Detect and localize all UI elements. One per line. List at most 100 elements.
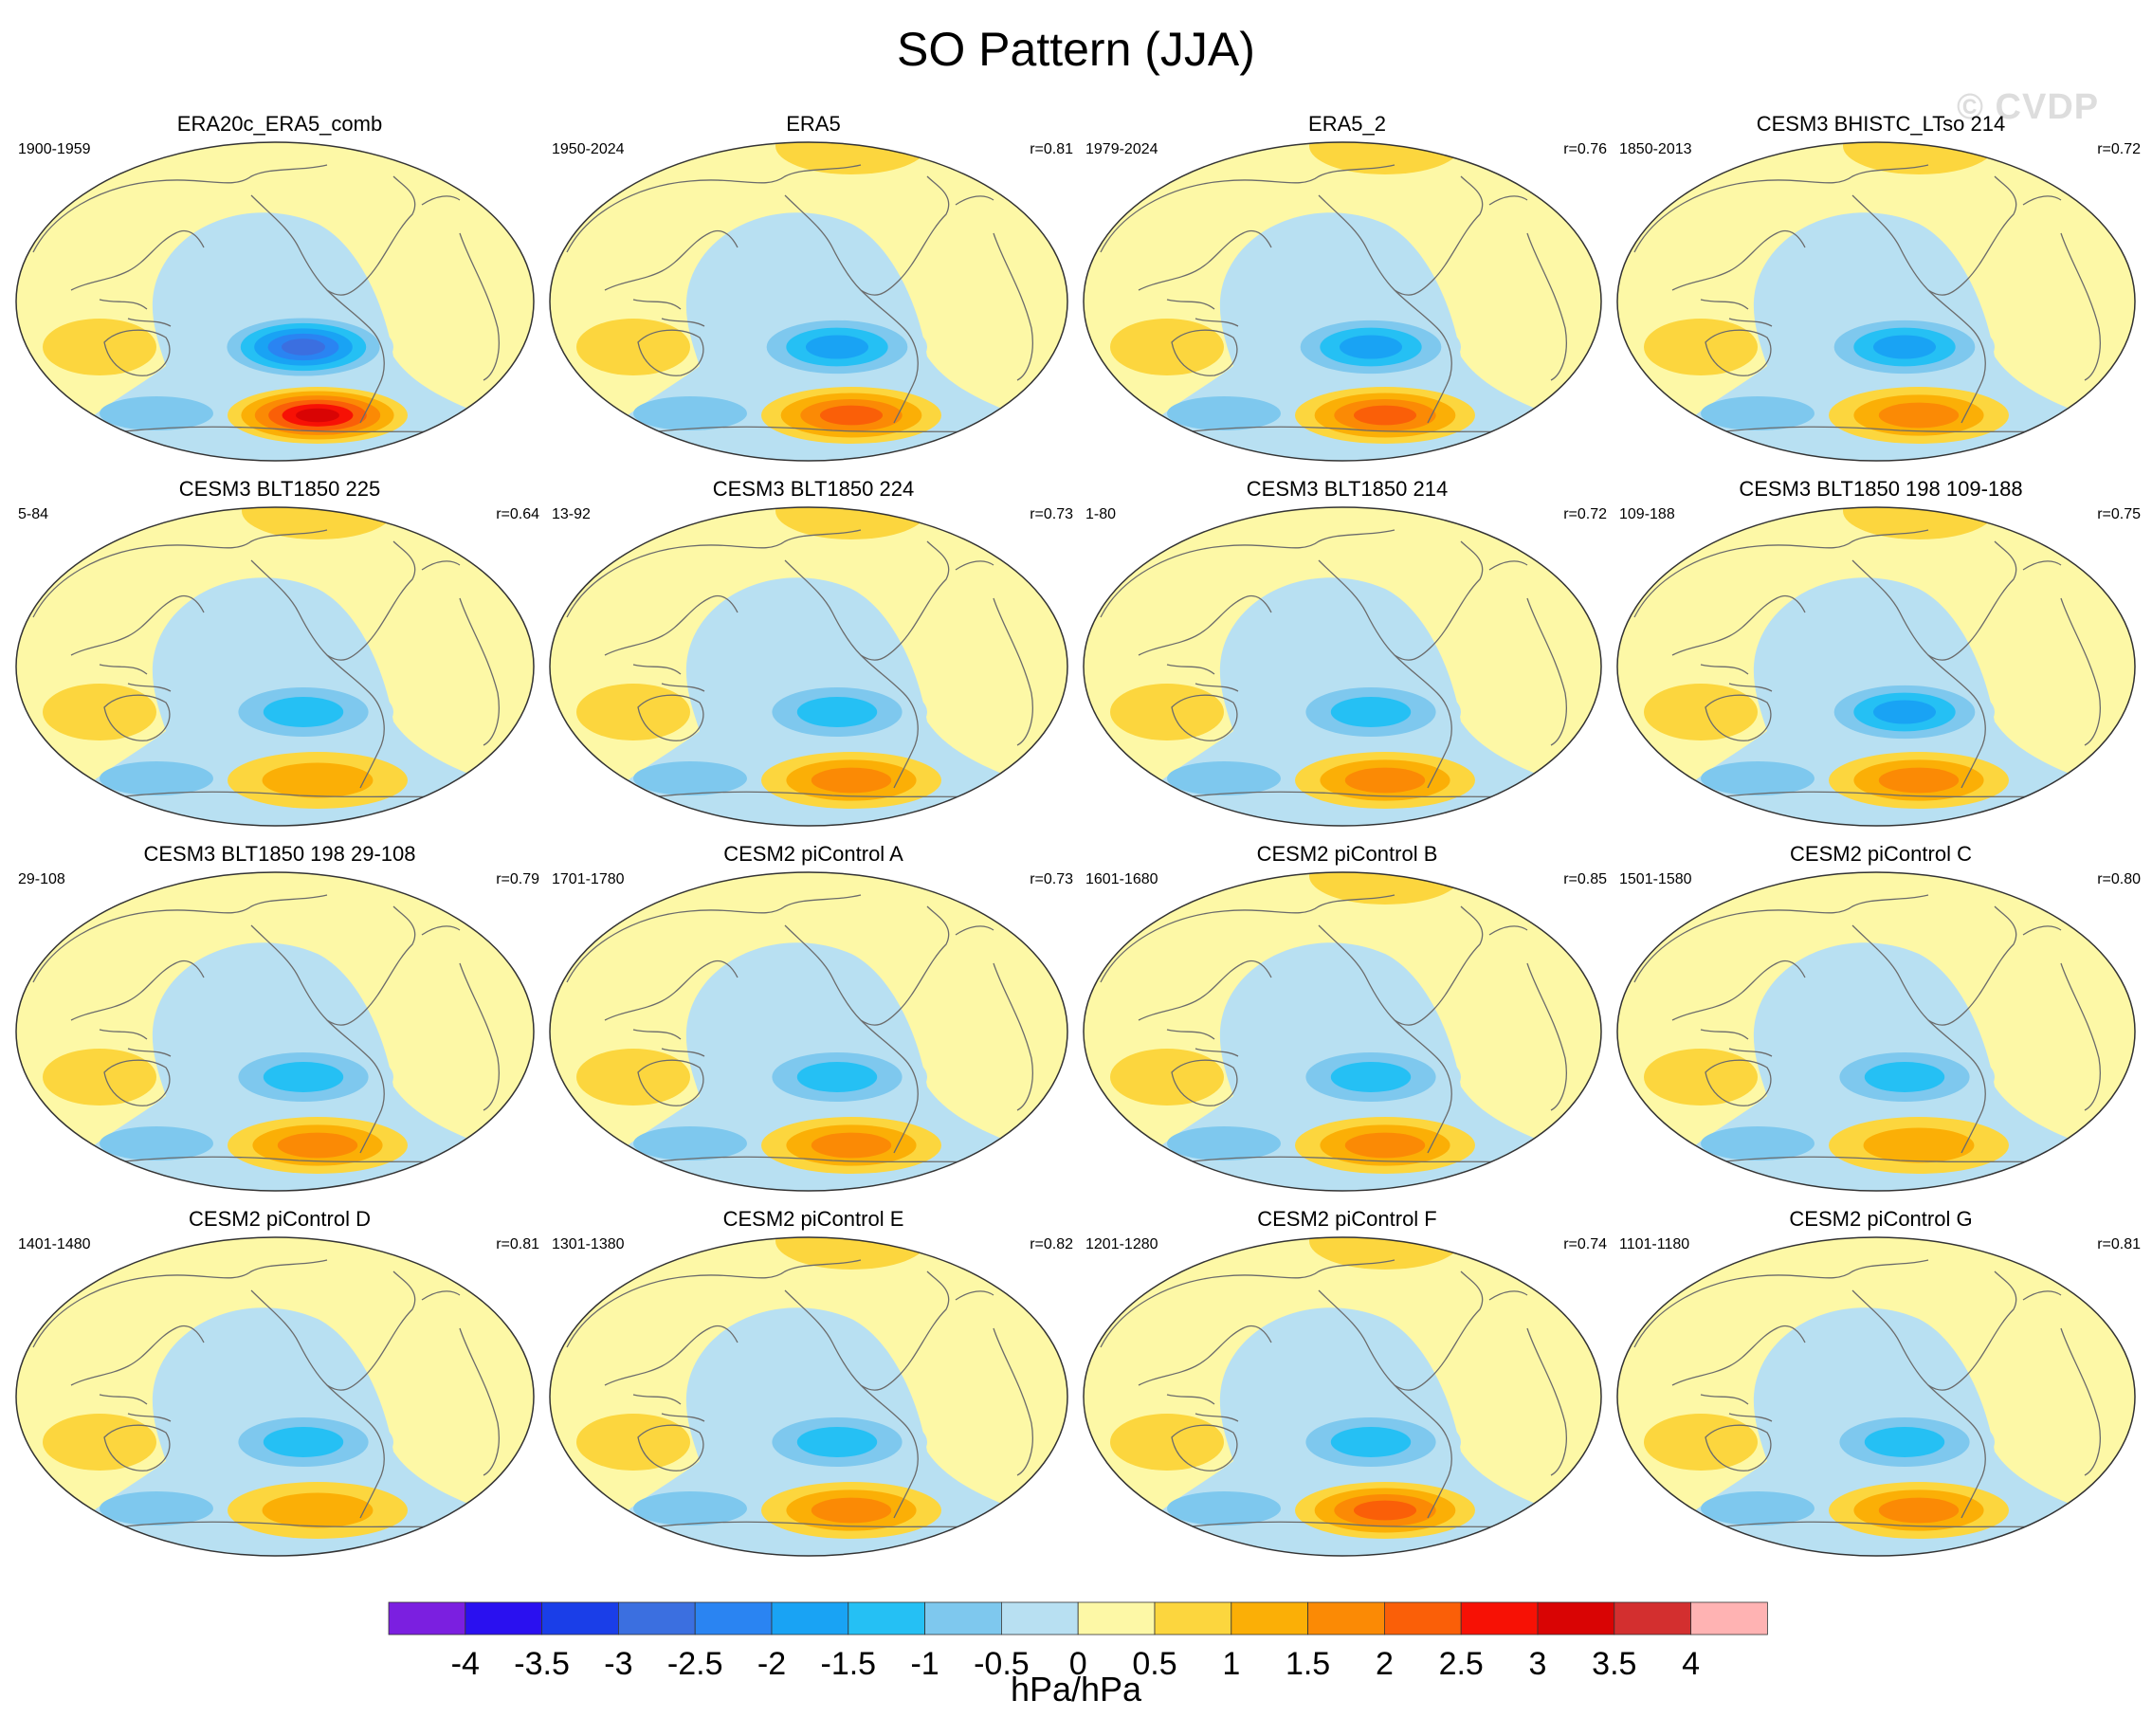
- robinson-map: [1616, 506, 2136, 827]
- robinson-map: [15, 1236, 535, 1557]
- colorbar-swatch: [924, 1601, 1002, 1635]
- colorbar-tick-label: 3: [1529, 1646, 1547, 1682]
- colorbar-swatch: [541, 1601, 619, 1635]
- robinson-map: [549, 1236, 1068, 1557]
- panel-title: CESM2 piControl F: [1257, 1207, 1437, 1231]
- robinson-map: [1616, 141, 2136, 462]
- panel: CESM2 piControl C 1501-1580 r=0.80: [1615, 842, 2146, 1193]
- pattern-correlation: r=0.64: [496, 506, 539, 522]
- colorbar-tick-label: 0: [1069, 1646, 1087, 1682]
- panel-title: CESM3 BLT1850 214: [1246, 477, 1449, 501]
- panel-years: 1900-1959: [18, 141, 91, 157]
- panel: ERA5 1950-2024 r=0.81: [548, 112, 1079, 463]
- panel: CESM3 BLT1850 224 13-92 r=0.73: [548, 477, 1079, 828]
- cvdp-watermark: © CVDP: [1957, 87, 2100, 127]
- colorbar-swatch: [1077, 1601, 1156, 1635]
- panel-years: 1-80: [1085, 506, 1117, 522]
- colorbar-tick-label: 1.5: [1286, 1646, 1330, 1682]
- colorbar-tick-label: -1: [910, 1646, 939, 1682]
- colorbar-swatch: [1537, 1601, 1615, 1635]
- pattern-correlation: r=0.81: [2097, 1236, 2141, 1252]
- colorbar-swatch: [1154, 1601, 1232, 1635]
- panel-years: 1601-1680: [1085, 871, 1158, 887]
- colorbar-swatch: [618, 1601, 696, 1635]
- colorbar-tick-label: -2.5: [667, 1646, 723, 1682]
- colorbar-swatch: [465, 1601, 542, 1635]
- panel-title: CESM2 piControl B: [1256, 842, 1438, 866]
- panel: CESM2 piControl G 1101-1180 r=0.81: [1615, 1207, 2146, 1558]
- panel-title: CESM2 piControl E: [722, 1207, 904, 1231]
- panel: CESM3 BHISTC_LTso 214 1850-2013 r=0.72: [1615, 112, 2146, 463]
- colorbar-tick-label: 2: [1376, 1646, 1394, 1682]
- colorbar-tick-label: -0.5: [974, 1646, 1030, 1682]
- colorbar-tick-label: 4: [1682, 1646, 1700, 1682]
- panel-years: 29-108: [18, 871, 65, 887]
- panel-years: 1401-1480: [18, 1236, 91, 1252]
- panel: ERA20c_ERA5_comb 1900-1959: [14, 112, 545, 463]
- colorbar-swatch: [694, 1601, 773, 1635]
- robinson-map: [15, 871, 535, 1192]
- pattern-correlation: r=0.81: [496, 1236, 539, 1252]
- pattern-correlation: r=0.85: [1563, 871, 1607, 887]
- panel-title: CESM2 piControl D: [189, 1207, 371, 1231]
- figure-title: SO Pattern (JJA): [897, 23, 1255, 76]
- panel: ERA5_2 1979-2024 r=0.76: [1082, 112, 1613, 463]
- robinson-map: [15, 506, 535, 827]
- panel-years: 1850-2013: [1619, 141, 1692, 157]
- colorbar-swatch: [1690, 1601, 1768, 1635]
- panel-years: 1501-1580: [1619, 871, 1692, 887]
- panel-title: CESM3 BLT1850 198 29-108: [143, 842, 416, 866]
- pattern-correlation: r=0.73: [1030, 506, 1073, 522]
- robinson-map: [1616, 1236, 2136, 1557]
- colorbar-swatch: [1384, 1601, 1462, 1635]
- colorbar-tick-label: -3: [604, 1646, 632, 1682]
- panel-years: 1201-1280: [1085, 1236, 1158, 1252]
- colorbar-tick-label: -4: [451, 1646, 480, 1682]
- robinson-map: [15, 141, 535, 462]
- robinson-map: [1083, 141, 1602, 462]
- panel-title: ERA20c_ERA5_comb: [176, 112, 383, 136]
- pattern-correlation: r=0.72: [2097, 141, 2141, 157]
- panel-title: CESM3 BLT1850 198 109-188: [1739, 477, 2023, 501]
- panel: CESM2 piControl A 1701-1780 r=0.73: [548, 842, 1079, 1193]
- colorbar-swatch: [1001, 1601, 1079, 1635]
- panel-title: ERA5: [786, 112, 841, 136]
- panel-years: 109-188: [1619, 506, 1675, 522]
- robinson-map: [549, 871, 1068, 1192]
- panel-years: 1301-1380: [552, 1236, 625, 1252]
- pattern-correlation: r=0.81: [1030, 141, 1073, 157]
- panel: CESM2 piControl E 1301-1380 r=0.82: [548, 1207, 1079, 1558]
- panel-years: 1979-2024: [1085, 141, 1158, 157]
- pattern-correlation: r=0.80: [2097, 871, 2141, 887]
- colorbar-tick-label: 0.5: [1132, 1646, 1176, 1682]
- colorbar-tick-label: 3.5: [1592, 1646, 1636, 1682]
- panel: CESM2 piControl F 1201-1280 r=0.74: [1082, 1207, 1613, 1558]
- colorbar-tick-label: -1.5: [821, 1646, 877, 1682]
- pattern-correlation: r=0.82: [1030, 1236, 1073, 1252]
- robinson-map: [1083, 1236, 1602, 1557]
- pattern-correlation: r=0.79: [496, 871, 539, 887]
- panel-years: 1701-1780: [552, 871, 625, 887]
- panel: CESM3 BLT1850 198 29-108 29-108 r=0.79: [14, 842, 545, 1193]
- panel: CESM3 BLT1850 225 5-84 r=0.64: [14, 477, 545, 828]
- colorbar-tick-label: 1: [1222, 1646, 1240, 1682]
- panel-title: CESM3 BLT1850 224: [712, 477, 915, 501]
- colorbar-swatch: [848, 1601, 925, 1635]
- panel: CESM3 BLT1850 198 109-188 109-188 r=0.75: [1615, 477, 2146, 828]
- panel: CESM2 piControl B 1601-1680 r=0.85: [1082, 842, 1613, 1193]
- colorbar-swatch: [1307, 1601, 1385, 1635]
- robinson-map: [549, 506, 1068, 827]
- panel: CESM2 piControl D 1401-1480 r=0.81: [14, 1207, 545, 1558]
- pattern-correlation: r=0.73: [1030, 871, 1073, 887]
- pattern-correlation: r=0.75: [2097, 506, 2141, 522]
- panel-title: CESM2 piControl G: [1789, 1207, 1973, 1231]
- colorbar-tick-label: -3.5: [514, 1646, 570, 1682]
- panel-years: 5-84: [18, 506, 49, 522]
- colorbar-tick-label: 2.5: [1439, 1646, 1484, 1682]
- robinson-map: [1083, 871, 1602, 1192]
- panel-title: ERA5_2: [1308, 112, 1386, 136]
- robinson-map: [549, 141, 1068, 462]
- colorbar-swatch: [388, 1601, 466, 1635]
- panel-years: 13-92: [552, 506, 591, 522]
